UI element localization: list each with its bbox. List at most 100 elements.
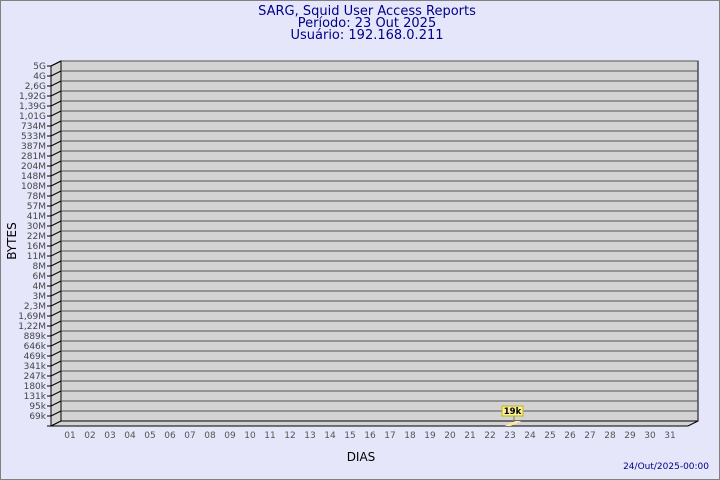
x-tick-label: 17 <box>384 431 395 441</box>
y-tick-label: 30M <box>27 222 46 232</box>
data-label: 19k <box>504 407 522 417</box>
y-tick-label: 3M <box>33 292 47 302</box>
timestamp: 24/Out/2025-00:00 <box>623 462 709 472</box>
x-tick-label: 29 <box>624 431 636 441</box>
x-tick-label: 19 <box>424 431 436 441</box>
x-tick-label: 02 <box>84 431 95 441</box>
y-tick-label: 69k <box>29 412 46 422</box>
x-tick-label: 22 <box>484 431 495 441</box>
y-tick-label: 469k <box>24 352 47 362</box>
y-tick-label: 204M <box>21 162 46 172</box>
gridline-wall <box>50 60 62 67</box>
gridline-wall <box>50 390 62 397</box>
x-tick-label: 11 <box>264 431 275 441</box>
y-tick-label: 95k <box>29 402 46 412</box>
x-tick-label: 20 <box>444 431 456 441</box>
x-tick-label: 26 <box>564 431 576 441</box>
plot-floor <box>50 420 699 427</box>
y-tick-label: 22M <box>27 232 46 242</box>
y-tick-label: 281M <box>21 152 46 162</box>
gridline-wall <box>50 110 62 117</box>
gridline-wall <box>50 240 62 247</box>
x-tick-label: 06 <box>164 431 176 441</box>
y-tick-label: 2,6G <box>25 82 46 92</box>
chart-user: Usuário: 192.168.0.211 <box>290 28 444 43</box>
x-tick-label: 12 <box>284 431 295 441</box>
gridline-wall <box>50 100 62 107</box>
x-tick-label: 13 <box>304 431 315 441</box>
y-tick-label: 247k <box>24 372 47 382</box>
gridline-wall <box>50 140 62 147</box>
x-tick-label: 27 <box>584 431 595 441</box>
gridline-wall <box>50 200 62 207</box>
gridline-wall <box>50 400 62 407</box>
y-tick-label: 6M <box>33 272 47 282</box>
y-tick-label: 4M <box>33 282 47 292</box>
x-tick-label: 31 <box>664 431 675 441</box>
y-tick-label: 41M <box>27 212 46 222</box>
y-tick-label: 1,22M <box>18 322 46 332</box>
x-tick-label: 16 <box>364 431 376 441</box>
gridline-wall <box>50 90 62 97</box>
gridline-wall <box>50 350 62 357</box>
x-tick-label: 01 <box>64 431 75 441</box>
x-tick-label: 18 <box>404 431 416 441</box>
x-tick-label: 15 <box>344 431 355 441</box>
x-tick-label: 30 <box>644 431 656 441</box>
y-tick-label: 108M <box>21 182 46 192</box>
y-tick-label: 889k <box>24 332 47 342</box>
gridline-wall <box>50 150 62 157</box>
y-tick-label: 734M <box>21 122 46 132</box>
y-axis-label: BYTES <box>5 222 19 259</box>
x-tick-label: 10 <box>244 431 256 441</box>
chart-period: Período: 23 Out 2025 <box>297 16 437 31</box>
y-tick-label: 1,92G <box>19 92 46 102</box>
y-tick-label: 1,01G <box>19 112 46 122</box>
data-label-box <box>501 405 524 417</box>
gridline-wall <box>50 300 62 307</box>
gridline-wall <box>50 370 62 377</box>
x-tick-label: 07 <box>184 431 195 441</box>
gridline-wall <box>50 410 62 417</box>
gridline-wall <box>50 260 62 267</box>
x-tick-label: 21 <box>464 431 475 441</box>
gridline-wall <box>50 220 62 227</box>
y-tick-label: 8M <box>33 262 47 272</box>
x-tick-label: 23 <box>504 431 515 441</box>
x-tick-label: 09 <box>224 431 236 441</box>
gridline-wall <box>50 310 62 317</box>
x-axis-label: DIAS <box>347 450 376 464</box>
y-tick-label: 646k <box>24 342 47 352</box>
y-tick-label: 387M <box>21 142 46 152</box>
y-tick-label: 78M <box>27 192 46 202</box>
y-tick-label: 533M <box>21 132 46 142</box>
gridline-wall <box>50 230 62 237</box>
gridline-wall <box>50 180 62 187</box>
gridline-wall <box>50 270 62 277</box>
gridline-wall <box>50 380 62 387</box>
y-tick-label: 131k <box>24 392 47 402</box>
y-tick-label: 1,39G <box>19 102 46 112</box>
y-tick-label: 11M <box>27 252 46 262</box>
gridline-wall <box>50 340 62 347</box>
gridline-wall <box>50 320 62 327</box>
y-tick-label: 2,3M <box>24 302 46 312</box>
gridline-wall <box>50 250 62 257</box>
y-tick-label: 1,69M <box>18 312 46 322</box>
chart-title: SARG, Squid User Access Reports <box>258 4 476 19</box>
gridline-wall <box>50 130 62 137</box>
x-tick-label: 04 <box>124 431 136 441</box>
x-tick-label: 25 <box>544 431 555 441</box>
gridline-wall <box>50 290 62 297</box>
y-tick-label: 341k <box>24 362 47 372</box>
gridline-wall <box>50 190 62 197</box>
gridline-wall <box>50 360 62 367</box>
gridline-wall <box>50 210 62 217</box>
gridline-wall <box>50 170 62 177</box>
x-tick-label: 03 <box>104 431 115 441</box>
y-tick-label: 5G <box>33 62 46 72</box>
x-tick-label: 24 <box>524 431 536 441</box>
gridline-wall <box>50 80 62 87</box>
